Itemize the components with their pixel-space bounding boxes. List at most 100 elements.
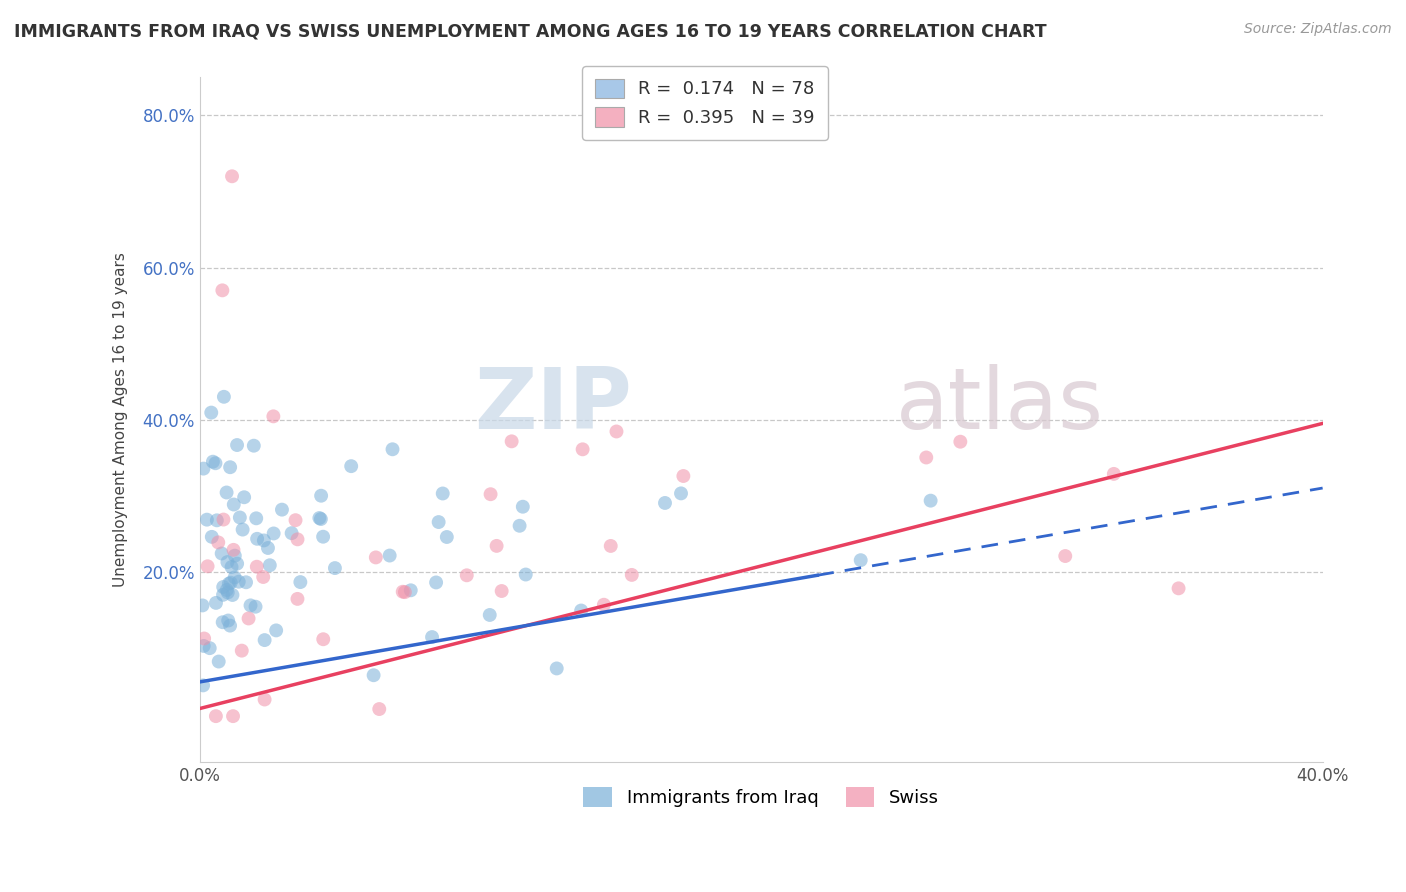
- Point: [509, 518, 531, 533]
- Point: [253, 633, 276, 648]
- Text: ZIP: ZIP: [474, 365, 633, 448]
- Point: [1167, 582, 1189, 596]
- Point: [212, 580, 235, 594]
- Point: [263, 526, 285, 541]
- Point: [219, 618, 242, 632]
- Point: [271, 502, 294, 516]
- Point: [226, 557, 249, 571]
- Point: [215, 485, 238, 500]
- Point: [312, 632, 335, 647]
- Point: [363, 668, 385, 682]
- Point: [233, 490, 256, 504]
- Point: [204, 456, 226, 470]
- Point: [378, 549, 401, 563]
- Point: [620, 568, 643, 582]
- Point: [218, 576, 240, 591]
- Point: [219, 575, 242, 590]
- Point: [949, 434, 972, 449]
- Point: [599, 539, 621, 553]
- Point: [235, 575, 257, 590]
- Point: [243, 439, 266, 453]
- Point: [224, 570, 246, 584]
- Point: [340, 459, 363, 474]
- Point: [394, 585, 416, 599]
- Point: [381, 442, 404, 457]
- Point: [211, 546, 233, 560]
- Point: [232, 523, 254, 537]
- Text: IMMIGRANTS FROM IRAQ VS SWISS UNEMPLOYMENT AMONG AGES 16 TO 19 YEARS CORRELATION: IMMIGRANTS FROM IRAQ VS SWISS UNEMPLOYME…: [14, 22, 1046, 40]
- Point: [193, 632, 215, 646]
- Point: [512, 500, 534, 514]
- Point: [226, 438, 249, 452]
- Point: [215, 582, 238, 597]
- Point: [212, 512, 235, 526]
- Point: [479, 487, 502, 501]
- Point: [915, 450, 938, 465]
- Point: [193, 461, 215, 475]
- Point: [308, 511, 330, 525]
- Point: [238, 611, 260, 625]
- Point: [228, 574, 250, 589]
- Point: [221, 169, 243, 184]
- Point: [432, 486, 454, 500]
- Point: [569, 603, 592, 617]
- Point: [222, 709, 245, 723]
- Point: [253, 692, 276, 706]
- Point: [212, 390, 235, 404]
- Point: [231, 643, 253, 657]
- Point: [654, 496, 676, 510]
- Point: [309, 489, 332, 503]
- Point: [253, 533, 276, 548]
- Point: [217, 614, 239, 628]
- Point: [201, 530, 224, 544]
- Point: [219, 460, 242, 475]
- Point: [323, 561, 346, 575]
- Point: [208, 655, 231, 669]
- Point: [262, 409, 284, 424]
- Point: [229, 510, 252, 524]
- Point: [290, 575, 312, 590]
- Point: [264, 624, 287, 638]
- Point: [259, 558, 281, 573]
- Point: [672, 469, 695, 483]
- Point: [245, 599, 267, 614]
- Point: [191, 599, 214, 613]
- Point: [239, 599, 262, 613]
- Point: [222, 542, 245, 557]
- Point: [515, 567, 537, 582]
- Point: [546, 661, 568, 675]
- Point: [920, 493, 942, 508]
- Point: [257, 541, 280, 555]
- Point: [312, 530, 335, 544]
- Text: Source: ZipAtlas.com: Source: ZipAtlas.com: [1244, 22, 1392, 37]
- Point: [420, 630, 443, 644]
- Point: [427, 515, 450, 529]
- Point: [436, 530, 458, 544]
- Point: [669, 486, 692, 500]
- Point: [425, 575, 447, 590]
- Point: [205, 513, 228, 527]
- Point: [391, 584, 413, 599]
- Legend: Immigrants from Iraq, Swiss: Immigrants from Iraq, Swiss: [576, 780, 946, 814]
- Point: [309, 512, 332, 526]
- Point: [485, 539, 508, 553]
- Point: [197, 559, 219, 574]
- Point: [246, 559, 269, 574]
- Point: [245, 511, 267, 525]
- Point: [605, 425, 627, 439]
- Point: [399, 583, 422, 598]
- Point: [221, 588, 243, 602]
- Point: [193, 639, 215, 653]
- Point: [592, 598, 614, 612]
- Point: [224, 549, 246, 563]
- Point: [195, 513, 218, 527]
- Point: [205, 709, 228, 723]
- Point: [211, 615, 233, 630]
- Point: [501, 434, 523, 449]
- Point: [1054, 549, 1077, 563]
- Point: [205, 596, 228, 610]
- Point: [491, 584, 513, 599]
- Point: [191, 678, 214, 692]
- Point: [849, 553, 872, 567]
- Point: [217, 555, 239, 569]
